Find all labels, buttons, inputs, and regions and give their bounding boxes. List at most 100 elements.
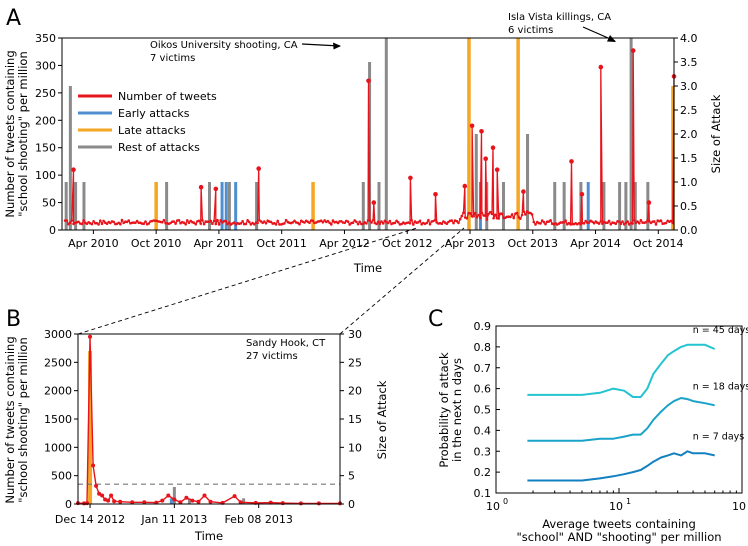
tweet-point: [479, 216, 482, 220]
tweet-point: [134, 221, 137, 225]
tweet-point: [408, 222, 412, 225]
tweet-point: [112, 499, 117, 504]
tweet-point: [142, 222, 146, 225]
tweet-point: [632, 219, 636, 222]
tweet-point: [490, 212, 494, 216]
annotation-islavista-line1: Isla Vista killings, CA: [508, 12, 611, 23]
panel-b-right-ylabel: Size of Attack: [375, 380, 389, 459]
tweet-point: [418, 219, 422, 223]
tweet-point: [186, 219, 189, 222]
y-tick-label: 0.8: [474, 341, 492, 354]
tweet-point: [256, 166, 262, 171]
y-tick-label: 2500: [44, 356, 72, 369]
tweet-point: [636, 220, 639, 223]
tweet-point: [669, 219, 673, 223]
panel-a-marks: [63, 38, 677, 230]
tweet-point: [248, 220, 251, 224]
annotation-oikos-line1: Oikos University shooting, CA: [150, 40, 298, 51]
annotation-sandyhook-line2: 27 victims: [246, 351, 298, 362]
tweet-point: [120, 218, 124, 222]
y-right-tick-label: 5: [348, 470, 355, 483]
tweet-point: [534, 223, 537, 226]
tweet-point: [147, 222, 151, 225]
y-right-tick-label: 1.5: [680, 152, 698, 165]
y-tick-label: 0.2: [474, 466, 492, 479]
tweet-point: [212, 219, 216, 223]
tweet-point: [606, 221, 609, 224]
tweet-point: [494, 213, 497, 217]
x-tick-exponent: 0: [503, 497, 508, 506]
tweet-point: [388, 219, 392, 223]
legend-label-rest: Rest of attacks: [118, 141, 200, 154]
y-right-tick-label: 10: [348, 441, 362, 454]
panel-b-frame: [77, 333, 341, 505]
tweet-point: [607, 219, 611, 223]
x-tick-label: Apr 2014: [570, 237, 621, 250]
panel-label-c: C: [428, 307, 443, 332]
tweet-point: [298, 501, 303, 506]
tweet-point: [599, 220, 603, 223]
y-tick-label: 0: [65, 498, 72, 511]
tweet-point: [109, 493, 114, 498]
tweet-point: [472, 214, 475, 218]
tweet-point: [91, 463, 96, 468]
tweet-point: [326, 219, 330, 223]
tweet-point: [380, 220, 383, 223]
y-right-tick-label: 20: [348, 385, 362, 398]
tweet-point: [77, 220, 80, 224]
tweet-point: [199, 222, 202, 225]
panel-a-right-ylabel: Size of Attack: [709, 94, 723, 173]
tweet-point: [198, 184, 204, 190]
tweet-point: [216, 218, 219, 222]
tweet-point: [450, 219, 454, 222]
tweet-point: [549, 219, 552, 222]
tweet-point: [579, 192, 585, 197]
tweet-point: [102, 219, 105, 223]
tweet-point: [483, 156, 489, 161]
tweet-point: [564, 219, 567, 222]
y-tick-label: 200: [35, 114, 56, 127]
tweet-point: [88, 334, 92, 339]
x-tick-label: 10: [609, 500, 623, 513]
tweet-point: [232, 494, 237, 499]
tweet-point: [197, 219, 201, 223]
y-right-tick-label: 0.0: [680, 224, 698, 237]
tweet-point: [460, 214, 464, 218]
y-right-tick-label: 30: [348, 328, 362, 341]
panel-label-b: B: [6, 307, 21, 332]
tweet-point: [468, 212, 472, 215]
tweet-point: [213, 186, 219, 192]
tweet-point: [166, 493, 171, 498]
tweet-point: [659, 219, 663, 222]
panel-a-xlabel: Time: [353, 261, 382, 275]
tweet-point: [562, 221, 566, 224]
tweet-point: [361, 222, 365, 226]
legend-label-early: Early attacks: [118, 107, 190, 120]
tweet-point: [190, 498, 195, 503]
tweet-point: [455, 219, 459, 223]
zoom-connector-right: [339, 227, 465, 335]
tweet-point: [100, 493, 105, 498]
tweet-point: [80, 222, 84, 226]
tweet-point: [160, 498, 165, 503]
tweet-point: [462, 183, 468, 189]
tweet-point: [519, 217, 522, 220]
tweet-point: [584, 219, 587, 223]
tweet-point: [539, 222, 542, 225]
tweet-point: [343, 221, 347, 225]
x-tick-exponent: 1: [626, 497, 631, 506]
x-tick-label: Dec 14 2012: [55, 513, 125, 526]
tweet-point: [452, 221, 455, 225]
tweet-point: [184, 223, 187, 226]
tweet-point: [532, 220, 536, 224]
tweet-point: [485, 218, 489, 221]
tweet-point: [94, 483, 99, 488]
tweet-point: [328, 221, 331, 225]
panel-c-axes: 0.10.20.30.40.50.60.70.80.9100101102: [474, 320, 747, 513]
tweet-point: [522, 210, 526, 213]
tweet-point: [172, 220, 176, 223]
tweet-point: [97, 223, 100, 226]
y-tick-label: 0.1: [474, 487, 492, 500]
legend-label-late: Late attacks: [118, 124, 186, 137]
tweet-point: [428, 222, 432, 226]
